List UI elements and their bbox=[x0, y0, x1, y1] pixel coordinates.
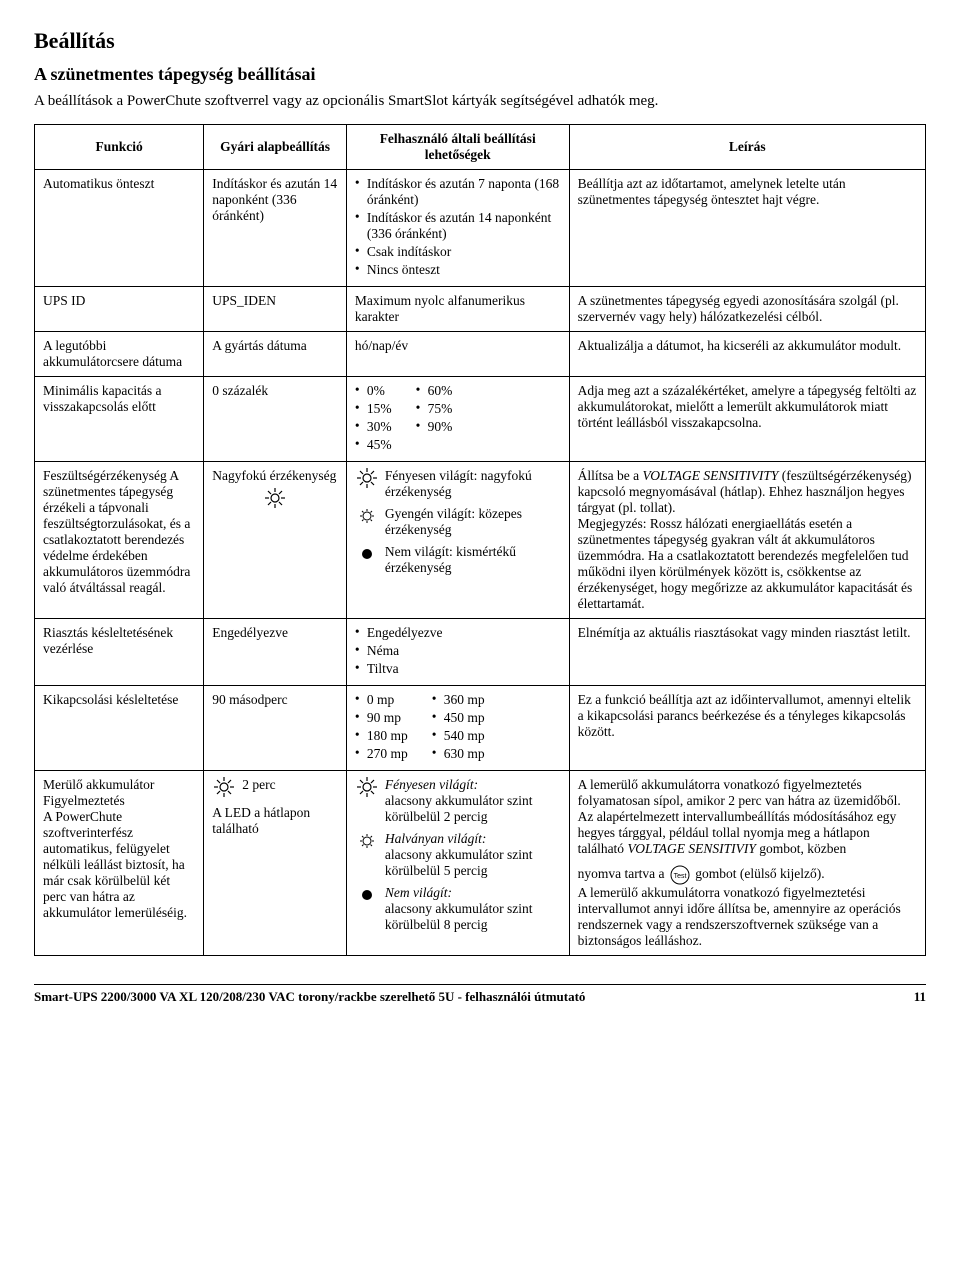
table-row: A legutóbbi akkumulátorcsere dátuma A gy… bbox=[35, 332, 926, 377]
page-footer: Smart-UPS 2200/3000 VA XL 120/208/230 VA… bbox=[34, 984, 926, 1005]
cell-description: Aktualizálja a dátumot, ha kicseréli az … bbox=[569, 332, 925, 377]
dot-off-icon bbox=[355, 544, 379, 564]
cell-description: Adja meg azt a százalékértéket, amelyre … bbox=[569, 377, 925, 462]
settings-table: Funkció Gyári alapbeállítás Felhasználó … bbox=[34, 124, 926, 956]
cell-description: Ez a funkció beállítja azt az időinterva… bbox=[569, 686, 925, 771]
table-row: Feszültségérzékenység A szünetmentes táp… bbox=[35, 462, 926, 619]
sun-bright-icon bbox=[212, 488, 338, 508]
cell-description: Elnémítja az aktuális riasztásokat vagy … bbox=[569, 619, 925, 686]
cell-options: Engedélyezve Néma Tiltva bbox=[346, 619, 569, 686]
cell-default: A gyártás dátuma bbox=[204, 332, 347, 377]
test-button-icon bbox=[670, 865, 690, 885]
cell-description: A lemerülő akkumulátorra vonatkozó figye… bbox=[569, 771, 925, 956]
footer-page-number: 11 bbox=[914, 989, 926, 1005]
cell-default: Nagyfokú érzékenység bbox=[204, 462, 347, 619]
cell-options: hó/nap/év bbox=[346, 332, 569, 377]
cell-function: Minimális kapacitás a visszakapcsolás el… bbox=[35, 377, 204, 462]
col-function: Funkció bbox=[35, 125, 204, 170]
cell-description: Beállítja azt az időtartamot, amelynek l… bbox=[569, 170, 925, 287]
cell-function: Feszültségérzékenység A szünetmentes táp… bbox=[35, 462, 204, 619]
cell-options: Fényesen világít: alacsony akkumulátor s… bbox=[346, 771, 569, 956]
cell-default: UPS_IDEN bbox=[204, 287, 347, 332]
cell-options: Maximum nyolc alfanumerikus karakter bbox=[346, 287, 569, 332]
cell-description: A szünetmentes tápegység egyedi azonosít… bbox=[569, 287, 925, 332]
cell-function: Merülő akkumulátor Figyelmeztetés A Powe… bbox=[35, 771, 204, 956]
cell-function: Kikapcsolási késleltetése bbox=[35, 686, 204, 771]
cell-function: A legutóbbi akkumulátorcsere dátuma bbox=[35, 332, 204, 377]
col-description: Leírás bbox=[569, 125, 925, 170]
footer-title: Smart-UPS 2200/3000 VA XL 120/208/230 VA… bbox=[34, 989, 585, 1005]
cell-default: 2 perc A LED a hátlapon található bbox=[204, 771, 347, 956]
cell-default: 90 másodperc bbox=[204, 686, 347, 771]
cell-function: UPS ID bbox=[35, 287, 204, 332]
cell-default: 0 százalék bbox=[204, 377, 347, 462]
cell-options: 0 mp 90 mp 180 mp 270 mp 360 mp 450 mp 5… bbox=[346, 686, 569, 771]
table-row: Kikapcsolási késleltetése 90 másodperc 0… bbox=[35, 686, 926, 771]
cell-function: Automatikus önteszt bbox=[35, 170, 204, 287]
cell-default: Indításkor és azután 14 naponként (336 ó… bbox=[204, 170, 347, 287]
table-row: Riasztás késleltetésének vezérlése Enged… bbox=[35, 619, 926, 686]
sun-bright-icon bbox=[355, 777, 379, 797]
cell-function: Riasztás késleltetésének vezérlése bbox=[35, 619, 204, 686]
table-row: Merülő akkumulátor Figyelmeztetés A Powe… bbox=[35, 771, 926, 956]
sun-dim-icon bbox=[355, 506, 379, 526]
cell-options: Fényesen világít: nagyfokú érzékenység G… bbox=[346, 462, 569, 619]
col-default: Gyári alapbeállítás bbox=[204, 125, 347, 170]
dot-off-icon bbox=[355, 885, 379, 905]
col-options: Felhasználó általi beállítási lehetősége… bbox=[346, 125, 569, 170]
cell-default: Engedélyezve bbox=[204, 619, 347, 686]
cell-description: Állítsa be a VOLTAGE SENSITIVITY (feszül… bbox=[569, 462, 925, 619]
cell-options: 0% 15% 30% 45% 60% 75% 90% bbox=[346, 377, 569, 462]
sun-dim-icon bbox=[355, 831, 379, 851]
page-heading: Beállítás bbox=[34, 28, 926, 54]
table-row: Minimális kapacitás a visszakapcsolás el… bbox=[35, 377, 926, 462]
intro-text: A beállítások a PowerChute szoftverrel v… bbox=[34, 93, 926, 110]
sun-bright-icon bbox=[212, 777, 236, 797]
cell-options: Indításkor és azután 7 naponta (168 órán… bbox=[346, 170, 569, 287]
table-row: UPS ID UPS_IDEN Maximum nyolc alfanumeri… bbox=[35, 287, 926, 332]
sun-bright-icon bbox=[355, 468, 379, 488]
section-subheading: A szünetmentes tápegység beállításai bbox=[34, 64, 926, 85]
table-row: Automatikus önteszt Indításkor és azután… bbox=[35, 170, 926, 287]
